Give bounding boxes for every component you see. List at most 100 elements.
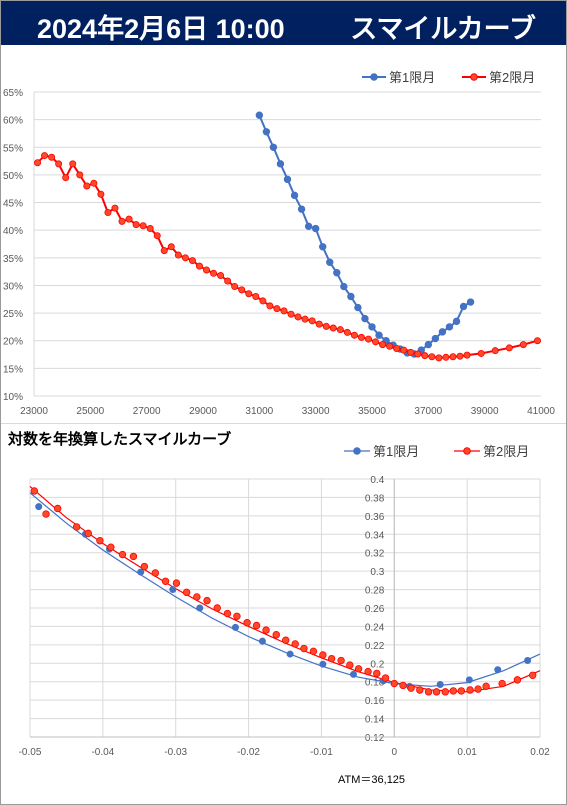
y-tick-label: 0.3	[370, 567, 384, 578]
data-point	[373, 669, 381, 678]
data-point	[233, 612, 241, 620]
data-point	[315, 320, 323, 328]
data-point	[466, 298, 475, 306]
data-point	[326, 258, 334, 266]
y-tick-label: 60%	[3, 116, 23, 127]
data-point	[491, 347, 499, 355]
data-point	[400, 346, 408, 354]
y-tick-label: 0.16	[365, 696, 385, 707]
data-point	[301, 315, 309, 323]
data-point	[477, 349, 485, 357]
data-point	[104, 208, 112, 216]
legend-marker	[463, 447, 471, 455]
data-point	[182, 588, 191, 597]
legend-label: 第2限月	[489, 70, 535, 85]
legend-label: 第1限月	[389, 70, 435, 85]
x-tick-label: 31000	[245, 406, 273, 417]
series-line-2	[36, 154, 538, 359]
data-point	[294, 313, 302, 321]
y-tick-label: 0.18	[365, 678, 385, 689]
data-point	[259, 297, 267, 305]
data-point	[280, 307, 288, 315]
data-point	[386, 342, 394, 350]
data-point	[465, 676, 473, 684]
data-point	[53, 504, 62, 513]
data-point	[129, 552, 138, 561]
data-point	[139, 222, 147, 230]
data-point	[111, 204, 119, 212]
data-point	[416, 686, 424, 694]
data-point	[34, 159, 42, 167]
data-point	[231, 623, 239, 631]
data-point	[203, 266, 211, 274]
x-tick-label: -0.03	[164, 747, 187, 758]
data-point	[224, 277, 232, 285]
legend-label: 第2限月	[483, 444, 529, 459]
data-point	[262, 128, 271, 136]
data-point	[35, 503, 43, 511]
data-point	[449, 687, 457, 695]
y-tick-label: 0.28	[365, 586, 385, 597]
data-point	[258, 637, 266, 645]
y-tick-label: 0.36	[365, 512, 385, 523]
data-point	[118, 550, 127, 559]
y-tick-label: 15%	[3, 364, 23, 375]
data-point	[181, 254, 189, 262]
data-point	[424, 340, 433, 349]
data-point	[287, 310, 295, 318]
smile-curve-title: スマイルカーブ	[350, 14, 536, 44]
data-point	[167, 243, 175, 251]
data-point	[41, 152, 49, 160]
data-point	[97, 190, 105, 198]
data-point	[252, 621, 261, 630]
data-point	[83, 182, 91, 190]
data-point	[368, 323, 376, 331]
log-annualized-smile-chart: 対数を年換算したスマイルカーブ 0.12 0.14 0.16 0.18 0.2 0.22 0.…	[7, 430, 550, 786]
data-point	[407, 348, 415, 356]
data-point	[457, 687, 466, 695]
data-point	[354, 665, 363, 673]
y-tick-label: 10%	[3, 392, 23, 403]
data-point	[337, 656, 345, 665]
data-point	[140, 562, 149, 571]
data-point	[519, 341, 527, 349]
data-point	[161, 577, 170, 585]
legend-label: 第1限月	[373, 444, 419, 459]
data-point	[107, 543, 115, 551]
data-point	[466, 686, 474, 694]
y-tick-label: 30%	[3, 281, 23, 292]
data-point	[505, 344, 513, 352]
data-point	[76, 171, 84, 179]
data-point	[297, 205, 306, 213]
data-point	[459, 302, 468, 311]
data-point	[463, 351, 471, 359]
data-point	[346, 661, 354, 669]
data-point	[375, 331, 383, 339]
atm-annotation: ATM＝36,125	[338, 774, 405, 786]
data-point	[160, 247, 168, 255]
data-point	[399, 681, 407, 690]
data-point	[69, 160, 77, 168]
data-point	[311, 224, 320, 233]
y-tick-label: 0.22	[365, 641, 385, 652]
y-tick-label: 0.32	[365, 549, 385, 560]
data-point	[132, 221, 140, 229]
data-point	[30, 487, 39, 495]
x-tick-label: 41000	[527, 406, 555, 417]
y-tick-label: 0.12	[365, 733, 385, 744]
y-tick-label: 40%	[3, 226, 23, 237]
data-point	[379, 341, 387, 349]
data-point	[243, 619, 251, 627]
data-point	[203, 596, 211, 605]
y-tick-label: 0.4	[370, 475, 384, 486]
data-point	[223, 609, 232, 618]
y-tick-label: 0.34	[365, 530, 385, 541]
x-tick-label: 29000	[189, 406, 217, 417]
data-point	[529, 671, 537, 679]
data-point	[290, 191, 299, 200]
data-point	[442, 353, 450, 361]
x-tick-label: 39000	[471, 406, 499, 417]
data-point	[72, 523, 81, 531]
data-point	[329, 324, 337, 332]
x-tick-label: 27000	[133, 406, 161, 417]
